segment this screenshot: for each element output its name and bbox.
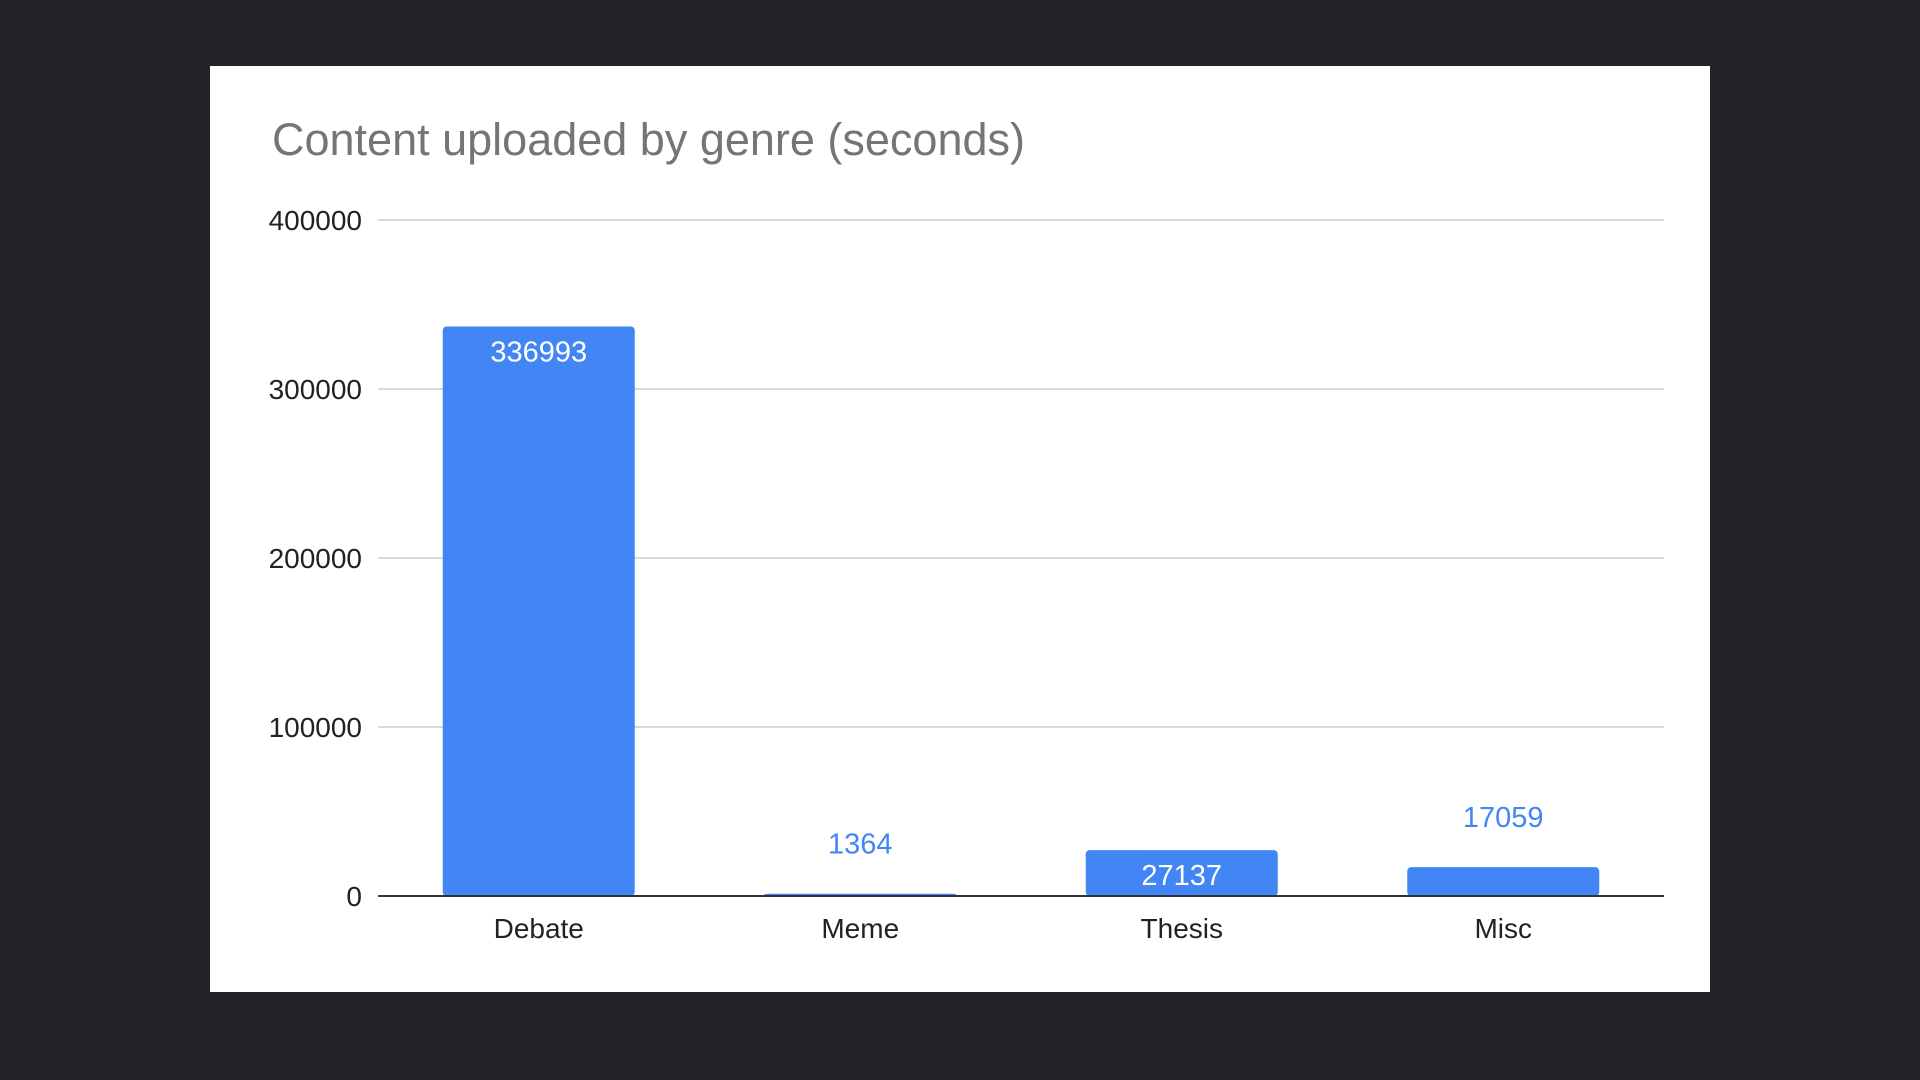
data-label: 336993 [490, 336, 587, 368]
data-label: 27137 [1141, 860, 1222, 892]
y-tick-label: 200000 [269, 543, 362, 574]
x-tick-label: Thesis [1141, 913, 1223, 944]
y-tick-label: 100000 [269, 712, 362, 743]
y-tick-label: 300000 [269, 374, 362, 405]
y-tick-label: 0 [346, 881, 362, 912]
x-axis-ticks: Debate Meme Thesis Misc [494, 913, 1532, 944]
x-tick-label: Meme [821, 913, 899, 944]
data-label: 1364 [828, 829, 893, 861]
data-label: 17059 [1463, 802, 1544, 834]
y-axis-ticks: 0 100000 200000 300000 400000 [269, 205, 362, 912]
y-tick-label: 400000 [269, 205, 362, 236]
bar-debate [442, 326, 635, 897]
x-tick-label: Misc [1474, 913, 1532, 944]
bars [442, 326, 1600, 897]
data-labels: 336993 1364 27137 17059 [490, 336, 1543, 892]
bar-chart: 0 100000 200000 300000 400000 Debate Meme Thes… [269, 205, 1664, 944]
bar-thesis [1085, 850, 1278, 896]
bar-misc [1407, 867, 1600, 896]
chart-card: Content uploaded by genre (seconds) 0 100… [210, 66, 1710, 992]
chart-title: Content uploaded by genre (seconds) [272, 114, 1026, 165]
x-tick-label: Debate [494, 913, 584, 944]
